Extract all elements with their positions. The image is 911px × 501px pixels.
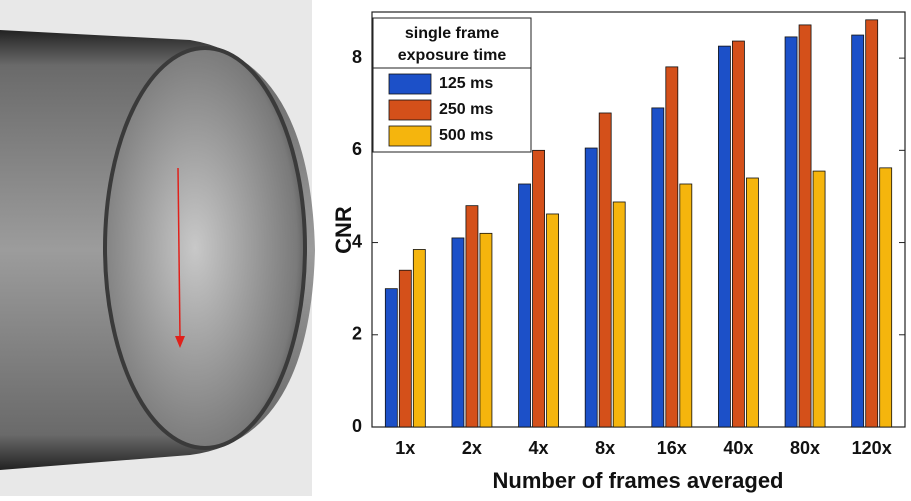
bar: [866, 20, 878, 427]
bar: [547, 214, 559, 427]
bar: [880, 168, 892, 427]
legend-title: exposure time: [398, 47, 507, 64]
bar: [413, 249, 425, 427]
bar: [599, 113, 611, 427]
y-tick-label: 8: [352, 47, 362, 67]
legend-swatch: [389, 74, 431, 94]
bar: [519, 184, 531, 427]
bar: [666, 67, 678, 427]
bar: [385, 289, 397, 427]
bar: [813, 171, 825, 427]
y-tick-label: 4: [352, 231, 362, 251]
x-tick-label: 80x: [790, 438, 820, 458]
bar: [718, 46, 730, 427]
x-tick-label: 40x: [723, 438, 753, 458]
bar: [852, 35, 864, 427]
bar: [732, 41, 744, 427]
x-axis-title: Number of frames averaged: [493, 468, 784, 493]
bar: [613, 202, 625, 427]
legend-label: 500 ms: [439, 127, 493, 144]
bar: [680, 184, 692, 427]
y-tick-label: 0: [352, 416, 362, 436]
xray-image: [0, 0, 315, 496]
bar: [466, 206, 478, 427]
x-tick-label: 4x: [529, 438, 549, 458]
bar: [480, 233, 492, 427]
bar: [399, 270, 411, 427]
x-tick-label: 120x: [852, 438, 892, 458]
x-tick-label: 1x: [395, 438, 415, 458]
bar: [652, 108, 664, 427]
bar: [585, 148, 597, 427]
bar: [533, 150, 545, 427]
bar: [452, 238, 464, 427]
x-tick-label: 16x: [657, 438, 687, 458]
x-tick-label: 8x: [595, 438, 615, 458]
legend-label: 250 ms: [439, 101, 493, 118]
legend-swatch: [389, 126, 431, 146]
y-tick-label: 2: [352, 324, 362, 344]
figure: CNR Number of frames averaged 024681x2x4…: [0, 0, 911, 496]
legend-swatch: [389, 100, 431, 120]
legend-label: 125 ms: [439, 75, 493, 92]
bar: [785, 37, 797, 427]
y-tick-label: 6: [352, 139, 362, 159]
x-tick-label: 2x: [462, 438, 482, 458]
bar: [799, 25, 811, 427]
legend-title: single frame: [405, 25, 499, 42]
bar: [746, 178, 758, 427]
